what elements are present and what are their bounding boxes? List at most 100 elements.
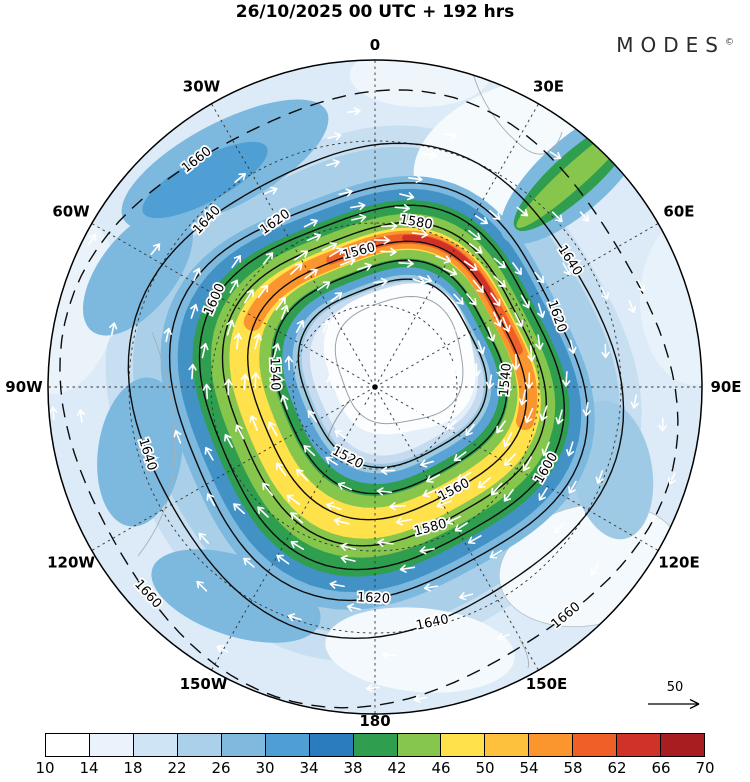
wind-arrow <box>275 462 287 477</box>
longitude-label: 180 <box>359 712 390 730</box>
wind-arrow <box>326 375 335 389</box>
wind-arrow <box>251 372 260 389</box>
wind-arrow <box>377 538 394 547</box>
wind-arrow <box>418 275 433 284</box>
wind-arrow <box>204 446 214 461</box>
wind-arrow <box>399 564 416 573</box>
wind-arrow <box>457 471 472 482</box>
wind-arrow <box>295 469 309 482</box>
wind-arrow <box>163 327 172 343</box>
wind-arrow <box>226 319 235 336</box>
wind-arrow <box>243 557 255 568</box>
pole-marker <box>372 384 378 390</box>
wind-arrow <box>408 174 423 184</box>
colorbar-tick-label: 46 <box>431 759 451 777</box>
brand-text: MODES <box>616 33 725 57</box>
wind-arrow <box>522 456 532 472</box>
wind-arrow <box>527 345 536 362</box>
wind-arrow <box>329 580 345 589</box>
colorbar-cell <box>46 734 89 756</box>
wind-arrow <box>334 430 347 439</box>
wind-arrow <box>325 456 338 466</box>
meridian-line <box>91 386 376 551</box>
wind-arrow <box>257 506 269 518</box>
wind-arrow <box>290 263 303 275</box>
wind-arrow <box>306 232 322 242</box>
contour-label: 1620 <box>357 590 391 607</box>
wind-arrow <box>216 645 229 653</box>
contour-line <box>246 240 528 521</box>
wind-arrow <box>503 379 512 395</box>
wind-arrow <box>426 474 441 483</box>
colorbar-cell <box>440 734 485 756</box>
meridian-line <box>374 386 659 551</box>
wind-arrow <box>472 363 481 377</box>
meridian-line <box>91 223 376 388</box>
wind-arrow <box>534 271 545 284</box>
wind-arrow <box>150 243 161 256</box>
wind-arrow <box>442 267 458 277</box>
contour-line <box>198 204 565 571</box>
wind-arrow <box>340 554 356 564</box>
wind-arrow <box>667 472 676 485</box>
wind-arrow <box>202 383 211 400</box>
wind-arrow <box>316 281 331 291</box>
colorbar-tick-label: 14 <box>79 759 99 777</box>
wind-arrow <box>380 466 396 475</box>
wind-arrow <box>262 252 274 265</box>
colorbar-tick-label: 62 <box>607 759 627 777</box>
meridian-line <box>374 223 659 388</box>
wind-arrow <box>419 546 435 555</box>
wind-arrow <box>295 320 305 333</box>
coastline <box>469 61 563 155</box>
wind-arrow <box>338 188 353 197</box>
colorbar-tick-label: 10 <box>35 759 55 777</box>
wind-arrow <box>263 186 278 195</box>
colorbar-cell <box>616 734 661 756</box>
colorbar-cell <box>132 734 177 756</box>
wind-arrow <box>538 487 548 501</box>
wind-arrow <box>198 532 210 544</box>
colorbar-tick-label: 38 <box>343 759 363 777</box>
contour-line <box>127 142 625 640</box>
wind-arrow <box>524 372 534 389</box>
wind-arrow <box>325 159 340 168</box>
wind-arrow <box>474 214 489 225</box>
wind-arrow <box>373 236 391 245</box>
wind-arrow <box>286 494 301 505</box>
wind-arrow <box>422 150 438 160</box>
wind-arrow <box>333 517 350 526</box>
wind-arrow <box>280 394 289 410</box>
wind-arrow <box>489 549 503 559</box>
wind-arrow <box>272 343 281 359</box>
wind-arrow <box>551 211 563 223</box>
colorbar-cell <box>220 734 265 756</box>
colorbar-cell <box>352 734 397 756</box>
contour-line <box>59 89 679 709</box>
chart-title: 26/10/2025 00 UTC + 192 hrs <box>235 2 515 22</box>
colorbar-cell <box>176 734 221 756</box>
wind-arrow <box>366 684 380 693</box>
map-boundary <box>47 59 703 715</box>
wind-arrow <box>549 151 562 160</box>
wind-arrow <box>539 405 548 421</box>
wind-arrow <box>412 277 426 286</box>
colorbar-tick-label: 70 <box>695 759 715 777</box>
wind-arrow <box>454 321 463 334</box>
wind-arrow <box>326 502 342 511</box>
wind-arrow <box>188 363 197 380</box>
wind-arrow <box>435 255 452 264</box>
latitude-circle <box>292 304 458 470</box>
wind-arrow <box>244 289 254 304</box>
wind-arrow <box>231 255 242 269</box>
wind-arrow <box>520 294 530 309</box>
wind-arrow <box>257 284 269 299</box>
longitude-label: 120W <box>47 554 95 572</box>
wind-arrow <box>413 218 431 227</box>
wind-arrow <box>463 260 478 271</box>
wind-arrow <box>454 522 468 532</box>
wind-arrow <box>303 445 316 457</box>
shade-patch <box>325 607 515 693</box>
contour-label: 1640 <box>415 612 450 634</box>
